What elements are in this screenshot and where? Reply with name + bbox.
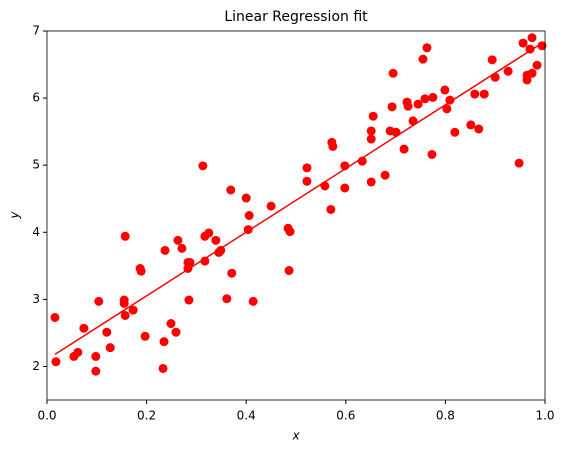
scatter-point: [440, 85, 450, 95]
scatter-point: [266, 201, 276, 211]
scatter-point: [366, 134, 376, 144]
scatter-point: [241, 193, 251, 203]
scatter-point: [158, 363, 168, 373]
scatter-point: [387, 102, 397, 112]
scatter-point: [422, 43, 432, 53]
scatter-point: [226, 185, 236, 195]
scatter-point: [408, 116, 418, 126]
x-axis-label: x: [291, 429, 300, 443]
scatter-point: [200, 256, 210, 266]
scatter-point: [198, 161, 208, 171]
scatter-point: [450, 127, 460, 137]
scatter-point: [466, 120, 476, 130]
scatter-point: [105, 343, 115, 353]
scatter-point: [120, 310, 130, 320]
scatter-point: [204, 228, 214, 238]
scatter-point: [227, 268, 237, 278]
scatter-point: [120, 231, 130, 241]
scatter-point: [366, 126, 376, 136]
scatter-point: [403, 101, 413, 111]
scatter-point: [418, 54, 428, 64]
chart-title: Linear Regression fit: [224, 9, 368, 25]
scatter-point: [91, 351, 101, 361]
scatter-point: [136, 266, 146, 276]
scatter-point: [140, 331, 150, 341]
scatter-point: [173, 235, 183, 245]
scatter-point: [442, 104, 452, 114]
x-tick-label: 0.4: [237, 409, 256, 423]
scatter-point: [368, 111, 378, 121]
plot-frame: [46, 30, 546, 401]
y-tick-label: 5: [32, 158, 40, 172]
x-tick-label: 1.0: [535, 409, 554, 423]
scatter-point: [248, 296, 258, 306]
scatter-point: [302, 176, 312, 186]
scatter-point: [285, 227, 295, 237]
scatter-point: [222, 294, 232, 304]
scatter-point: [527, 68, 537, 78]
scatter-point: [211, 235, 221, 245]
scatter-point: [420, 94, 430, 104]
scatter-point: [159, 337, 169, 347]
y-axis-label: y: [8, 211, 22, 220]
scatter-point: [185, 257, 195, 267]
scatter-point: [514, 158, 524, 168]
scatter-point: [160, 245, 170, 255]
scatter-point: [79, 323, 89, 333]
scatter-point: [102, 327, 112, 337]
scatter-point: [532, 60, 542, 70]
x-tick-label: 0.0: [37, 409, 56, 423]
scatter-point: [428, 92, 438, 102]
y-tick-label: 6: [32, 91, 40, 105]
scatter-point: [487, 55, 497, 65]
scatter-point: [94, 296, 104, 306]
scatter-point: [380, 170, 390, 180]
scatter-point: [328, 141, 338, 151]
scatter-point: [244, 211, 254, 220]
scatter-point: [216, 245, 226, 255]
scatter-point: [479, 89, 489, 99]
scatter-point: [388, 68, 398, 78]
y-tick-label: 2: [32, 359, 40, 373]
x-tick-label: 0.2: [137, 409, 156, 423]
scatter-point: [171, 327, 181, 337]
scatter-point: [399, 144, 409, 154]
scatter-point: [527, 33, 537, 43]
scatter-point: [340, 183, 350, 193]
scatter-point: [91, 366, 101, 376]
scatter-point: [284, 266, 294, 276]
fit-line: [54, 42, 543, 356]
scatter-point: [518, 38, 528, 48]
scatter-point: [50, 312, 60, 322]
scatter-point: [445, 95, 455, 105]
scatter-point: [128, 305, 138, 315]
x-tick-label: 0.6: [336, 409, 355, 423]
x-tick-label: 0.8: [436, 409, 455, 423]
scatter-point: [166, 319, 176, 329]
scatter-point: [302, 163, 312, 173]
scatter-point: [474, 124, 484, 134]
scatter-point: [413, 99, 423, 109]
scatter-point: [177, 243, 187, 253]
scatter-point: [119, 298, 129, 308]
scatter-point: [427, 149, 437, 159]
scatter-point: [503, 66, 513, 76]
scatter-point: [366, 177, 376, 187]
y-tick-label: 7: [32, 24, 40, 38]
scatter-point: [470, 89, 480, 99]
scatter-point: [51, 357, 61, 367]
scatter-point: [73, 347, 83, 357]
y-tick-label: 3: [32, 292, 40, 306]
scatter-point: [320, 181, 330, 191]
y-tick-label: 4: [32, 225, 40, 239]
scatter-point: [326, 204, 336, 214]
scatter-point: [537, 41, 547, 51]
scatter-point: [184, 295, 194, 305]
scatter-point: [522, 75, 532, 85]
